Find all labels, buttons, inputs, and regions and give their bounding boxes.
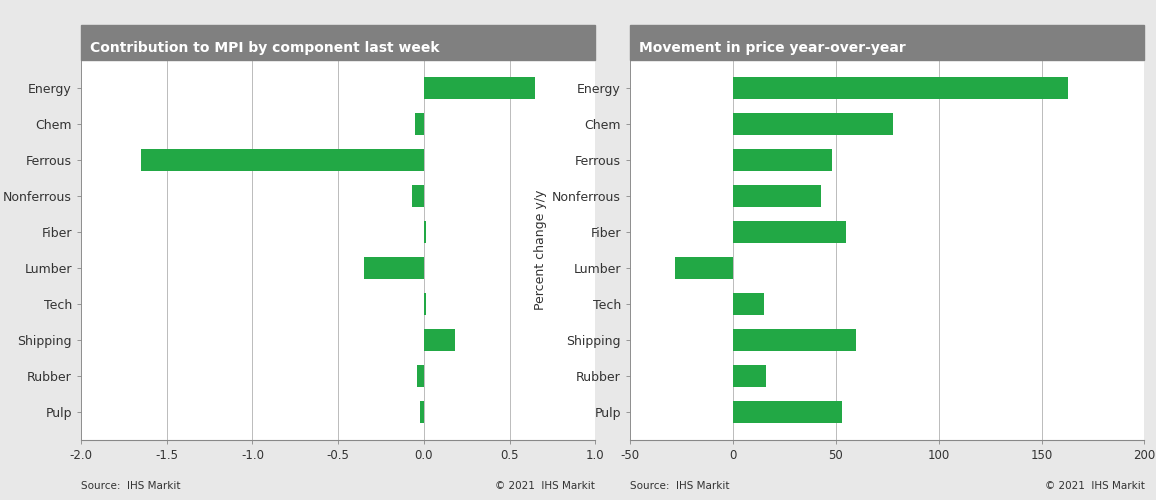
Text: © 2021  IHS Markit: © 2021 IHS Markit xyxy=(1045,481,1144,491)
Y-axis label: Percent change y/y: Percent change y/y xyxy=(534,190,547,310)
Bar xyxy=(417,365,424,386)
Bar xyxy=(675,257,733,279)
Bar xyxy=(733,293,764,315)
Bar xyxy=(424,293,425,315)
Bar xyxy=(733,329,857,351)
Bar xyxy=(415,114,424,135)
Bar xyxy=(424,78,535,99)
Text: Movement in price year-over-year: Movement in price year-over-year xyxy=(639,41,906,55)
Text: © 2021  IHS Markit: © 2021 IHS Markit xyxy=(496,481,595,491)
Bar xyxy=(733,401,842,422)
Bar xyxy=(733,78,1068,99)
Bar xyxy=(424,221,425,243)
Bar xyxy=(421,401,424,422)
Bar xyxy=(733,114,894,135)
Bar xyxy=(364,257,424,279)
Bar xyxy=(733,185,822,207)
Text: Source:  IHS Markit: Source: IHS Markit xyxy=(81,481,180,491)
Bar xyxy=(733,221,846,243)
Bar xyxy=(424,329,454,351)
Bar xyxy=(733,149,831,171)
Text: Source:  IHS Markit: Source: IHS Markit xyxy=(630,481,729,491)
Text: Contribution to MPI by component last week: Contribution to MPI by component last we… xyxy=(90,41,439,55)
Bar xyxy=(412,185,424,207)
Bar xyxy=(733,365,765,386)
Bar xyxy=(141,149,424,171)
